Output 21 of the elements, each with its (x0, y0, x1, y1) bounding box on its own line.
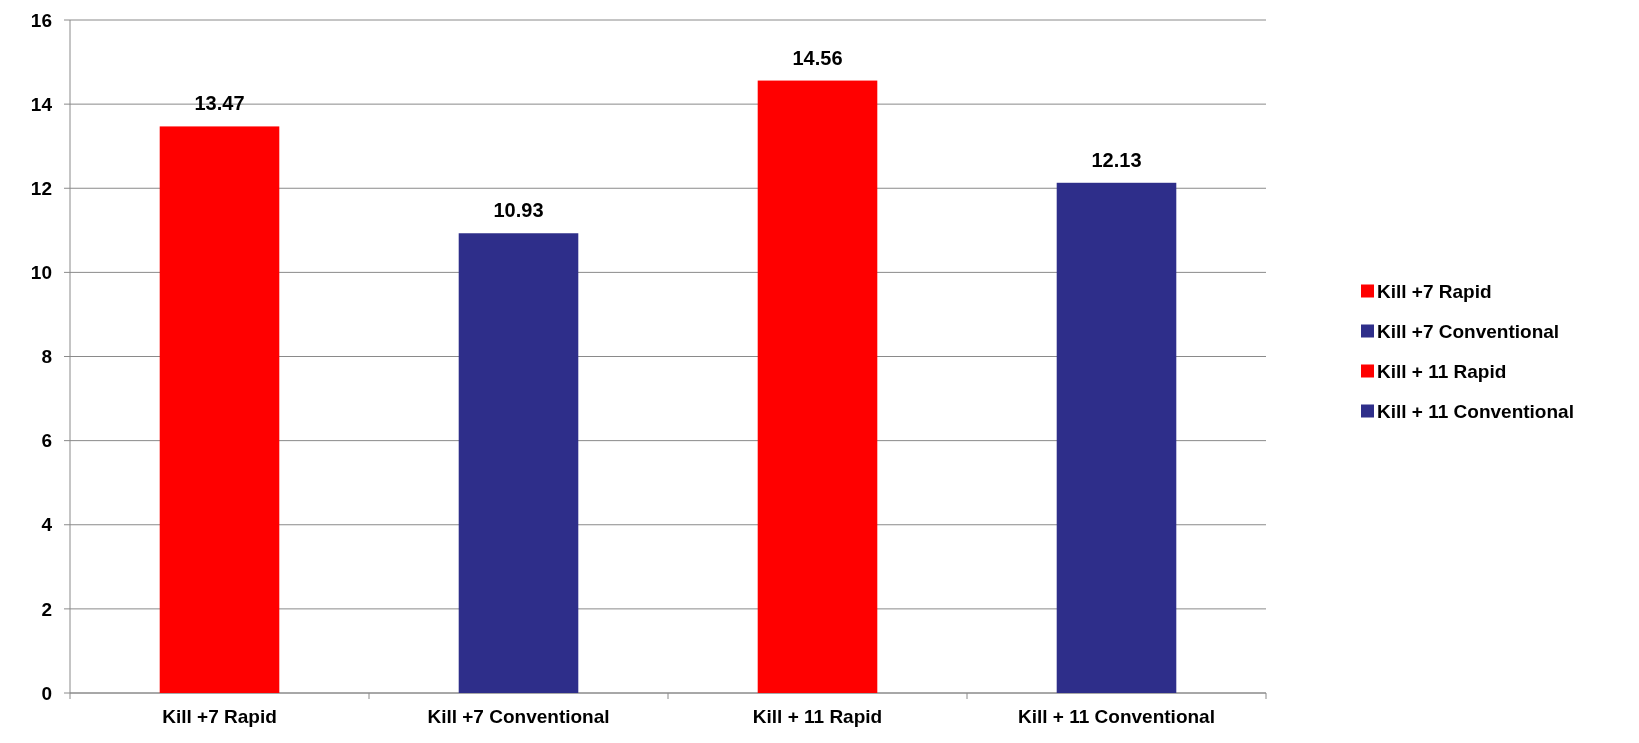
x-tick-label: Kill +7 Conventional (427, 706, 610, 727)
legend-label: Kill +7 Rapid (1377, 281, 1492, 303)
legend-label: Kill +7 Conventional (1377, 321, 1560, 343)
data-label: 12.13 (1091, 148, 1142, 171)
data-label: 10.93 (493, 199, 544, 222)
legend-label: Kill + 11 Rapid (1377, 361, 1507, 383)
y-tick-label: 8 (41, 346, 52, 368)
y-tick-label: 0 (41, 682, 52, 704)
data-label: 14.56 (792, 46, 843, 69)
x-tick-label: Kill +7 Rapid (162, 706, 277, 727)
y-tick-label: 2 (41, 598, 52, 620)
y-tick-label: 4 (41, 514, 53, 536)
legend-label: Kill + 11 Conventional (1377, 401, 1574, 423)
data-label: 13.47 (194, 92, 245, 115)
y-tick-label: 12 (30, 177, 52, 199)
x-tick-label: Kill + 11 Conventional (1018, 706, 1215, 727)
y-tick-label: 10 (30, 262, 52, 284)
y-tick-label: 16 (30, 9, 52, 31)
y-tick-label: 14 (30, 93, 53, 115)
y-tick-label: 6 (41, 430, 52, 452)
x-tick-label: Kill + 11 Rapid (752, 706, 883, 727)
